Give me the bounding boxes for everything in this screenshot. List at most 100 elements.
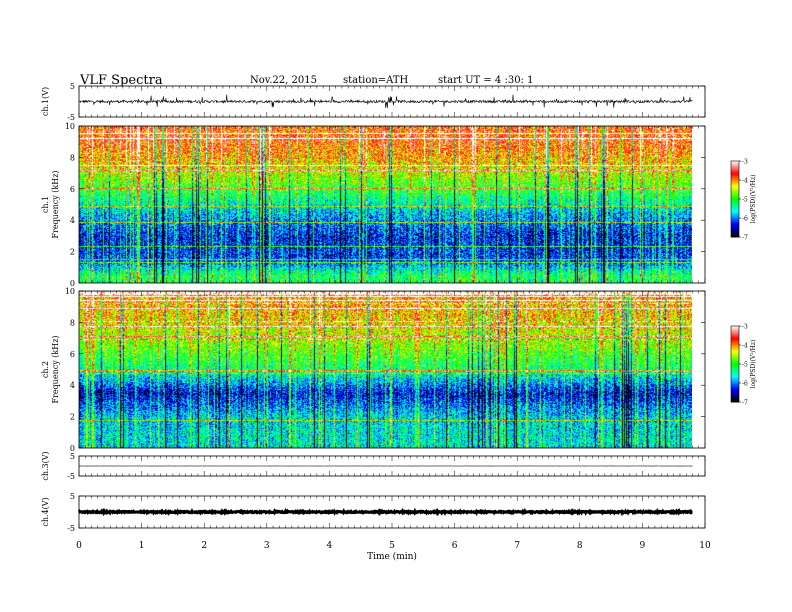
y-tick-label: 5 — [70, 452, 75, 461]
colorbar-segment — [731, 207, 739, 210]
colorbar-segment — [731, 210, 739, 213]
colorbar-segment — [731, 332, 739, 335]
y-tick-label: 6 — [70, 185, 75, 194]
colorbar-segment — [731, 161, 739, 163]
x-tick-label: 2 — [201, 541, 207, 551]
colorbar-segment — [731, 163, 739, 166]
y-tick-label: -5 — [67, 472, 75, 481]
y-tick-label: 4 — [70, 381, 75, 390]
ch2-spectrogram-image — [79, 291, 692, 448]
colorbar-segment — [731, 164, 739, 167]
colorbar-segment — [731, 167, 739, 170]
x-tick-label: 1 — [139, 541, 145, 551]
colorbar-segment — [731, 168, 739, 171]
colorbar-segment — [731, 353, 739, 356]
y-tick-label: 5 — [70, 492, 75, 501]
ch4-waveform-trace — [77, 507, 693, 517]
y-tick-label: 0 — [70, 444, 75, 453]
colorbar-tick-label: -5 — [742, 197, 748, 204]
y-tick-label: -5 — [67, 113, 75, 122]
y-tick-label: 8 — [70, 318, 75, 327]
start-time-label: start UT = 4 :30: 1 — [438, 75, 534, 86]
colorbar-segment — [731, 369, 739, 371]
y-tick-label: 6 — [70, 350, 75, 359]
colorbar-segment — [731, 174, 739, 177]
colorbar-segment — [731, 365, 739, 368]
colorbar-segment — [731, 187, 739, 190]
colorbar-segment — [731, 367, 739, 370]
colorbar-segment — [731, 388, 739, 390]
colorbar-segment — [731, 352, 739, 355]
colorbar-segment — [731, 346, 739, 349]
y-tick-label: 4 — [70, 216, 75, 225]
colorbar-segment — [731, 372, 739, 375]
colorbar-segment — [731, 345, 739, 347]
ch2-spectrogram-colorbar: -3 -4 -5 -6 -7 log(PSD)(V²/Hz) — [730, 324, 757, 407]
colorbar-segment — [731, 231, 739, 234]
colorbar-tick-label: -5 — [742, 362, 748, 369]
colorbar-segment — [731, 216, 739, 219]
colorbar-tick-label: -6 — [742, 381, 748, 388]
colorbar-tick-label: -3 — [742, 159, 748, 166]
colorbar-segment — [731, 393, 739, 395]
y-tick-label: -5 — [67, 524, 75, 533]
y-tick-label: 10 — [65, 287, 75, 296]
colorbar-segment — [731, 219, 739, 222]
x-tick-label: 5 — [389, 541, 395, 551]
colorbar-tick-label: -6 — [742, 216, 748, 223]
colorbar-segment — [731, 230, 739, 233]
colorbar-segment — [731, 188, 739, 191]
colorbar-segment — [731, 348, 739, 351]
y-tick-label: 5 — [70, 82, 75, 91]
colorbar-segment — [731, 327, 739, 330]
colorbar-segment — [731, 212, 739, 215]
colorbar-segment — [731, 206, 739, 209]
colorbar-segment — [731, 370, 739, 373]
colorbar-segment — [731, 186, 739, 189]
x-tick-label: 6 — [452, 541, 458, 551]
ch2-spectrogram-panel: -3 -4 -5 -6 -7 log(PSD)(V²/Hz) ch.2 Frequency (… — [41, 287, 757, 453]
colorbar-segment — [731, 166, 739, 168]
colorbar-segment — [731, 224, 739, 227]
ch1-spectrogram-image — [79, 126, 692, 283]
colorbar-segment — [731, 355, 739, 357]
colorbar-segment — [731, 201, 739, 204]
x-tick-label: 9 — [640, 541, 646, 551]
waveform-axis-label: ch.3(V) — [41, 451, 50, 480]
colorbar-segment — [731, 181, 739, 184]
colorbar-segment — [731, 347, 739, 350]
colorbar-segment — [731, 172, 739, 175]
colorbar-segment — [731, 343, 739, 346]
colorbar-segment — [731, 182, 739, 185]
colorbar-segment — [731, 356, 739, 359]
colorbar-segment — [731, 338, 739, 341]
x-tick-label: 8 — [577, 541, 583, 551]
colorbar-segment — [731, 394, 739, 397]
x-tick-label: 4 — [327, 541, 333, 551]
colorbar-segment — [731, 177, 739, 180]
recording-date: Nov.22, 2015 — [250, 75, 317, 86]
colorbar-segment — [731, 377, 739, 380]
colorbar-tick-label: -7 — [742, 235, 748, 242]
colorbar-tick-label: -4 — [742, 178, 748, 185]
colorbar-segment — [731, 336, 739, 338]
colorbar-segment — [731, 183, 739, 186]
colorbar-segment — [731, 400, 739, 403]
colorbar-segment — [731, 197, 739, 200]
colorbar-segment — [731, 220, 739, 223]
waveform-axis-label: ch.4(V) — [41, 497, 50, 526]
colorbar-segment — [731, 234, 739, 237]
colorbar-segment — [731, 350, 739, 352]
colorbar-segment — [731, 384, 739, 387]
colorbar-segment — [731, 204, 739, 206]
colorbar-segment — [731, 381, 739, 384]
colorbar-segment — [731, 385, 739, 388]
colorbar-segment — [731, 396, 739, 399]
colorbar-segment — [731, 390, 739, 393]
y-tick-label: 0 — [70, 279, 75, 288]
x-axis-label: Time (min) — [367, 551, 417, 562]
station-label: station=ATH — [343, 75, 409, 86]
colorbar-segment — [731, 223, 739, 225]
y-tick-label: 10 — [65, 122, 75, 131]
